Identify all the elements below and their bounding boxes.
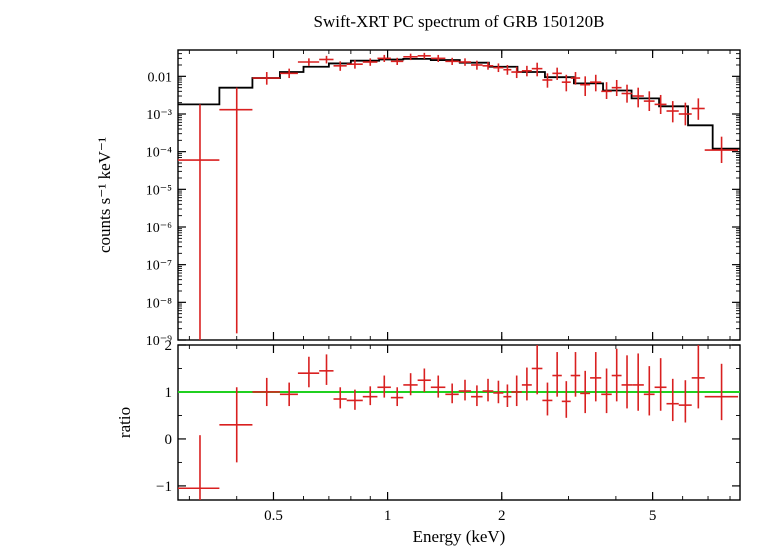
svg-text:ratio: ratio	[115, 407, 134, 438]
svg-text:1: 1	[165, 385, 173, 401]
svg-text:10⁻⁶: 10⁻⁶	[146, 221, 172, 236]
svg-text:−1: −1	[156, 479, 172, 495]
svg-text:10⁻⁵: 10⁻⁵	[146, 183, 172, 198]
svg-text:10⁻⁷: 10⁻⁷	[146, 259, 172, 274]
svg-text:Swift-XRT PC spectrum of GRB 1: Swift-XRT PC spectrum of GRB 150120B	[314, 12, 605, 31]
svg-text:0.5: 0.5	[264, 508, 283, 524]
svg-text:0: 0	[165, 432, 173, 448]
svg-text:1: 1	[384, 508, 392, 524]
svg-text:0.01: 0.01	[148, 70, 173, 85]
svg-text:counts s⁻¹ keV⁻¹: counts s⁻¹ keV⁻¹	[95, 137, 114, 253]
svg-text:10⁻⁸: 10⁻⁸	[146, 296, 172, 311]
plot-svg: Swift-XRT PC spectrum of GRB 150120B 0.5 1…	[0, 0, 758, 556]
svg-text:10⁻⁴: 10⁻⁴	[146, 146, 172, 161]
svg-text:2: 2	[498, 508, 506, 524]
svg-text:10⁻³: 10⁻³	[146, 108, 172, 123]
svg-text:5: 5	[649, 508, 657, 524]
svg-text:Energy (keV): Energy (keV)	[413, 527, 506, 546]
spectrum-plot: Swift-XRT PC spectrum of GRB 150120B 0.5 1…	[0, 0, 758, 556]
svg-text:2: 2	[165, 338, 173, 354]
